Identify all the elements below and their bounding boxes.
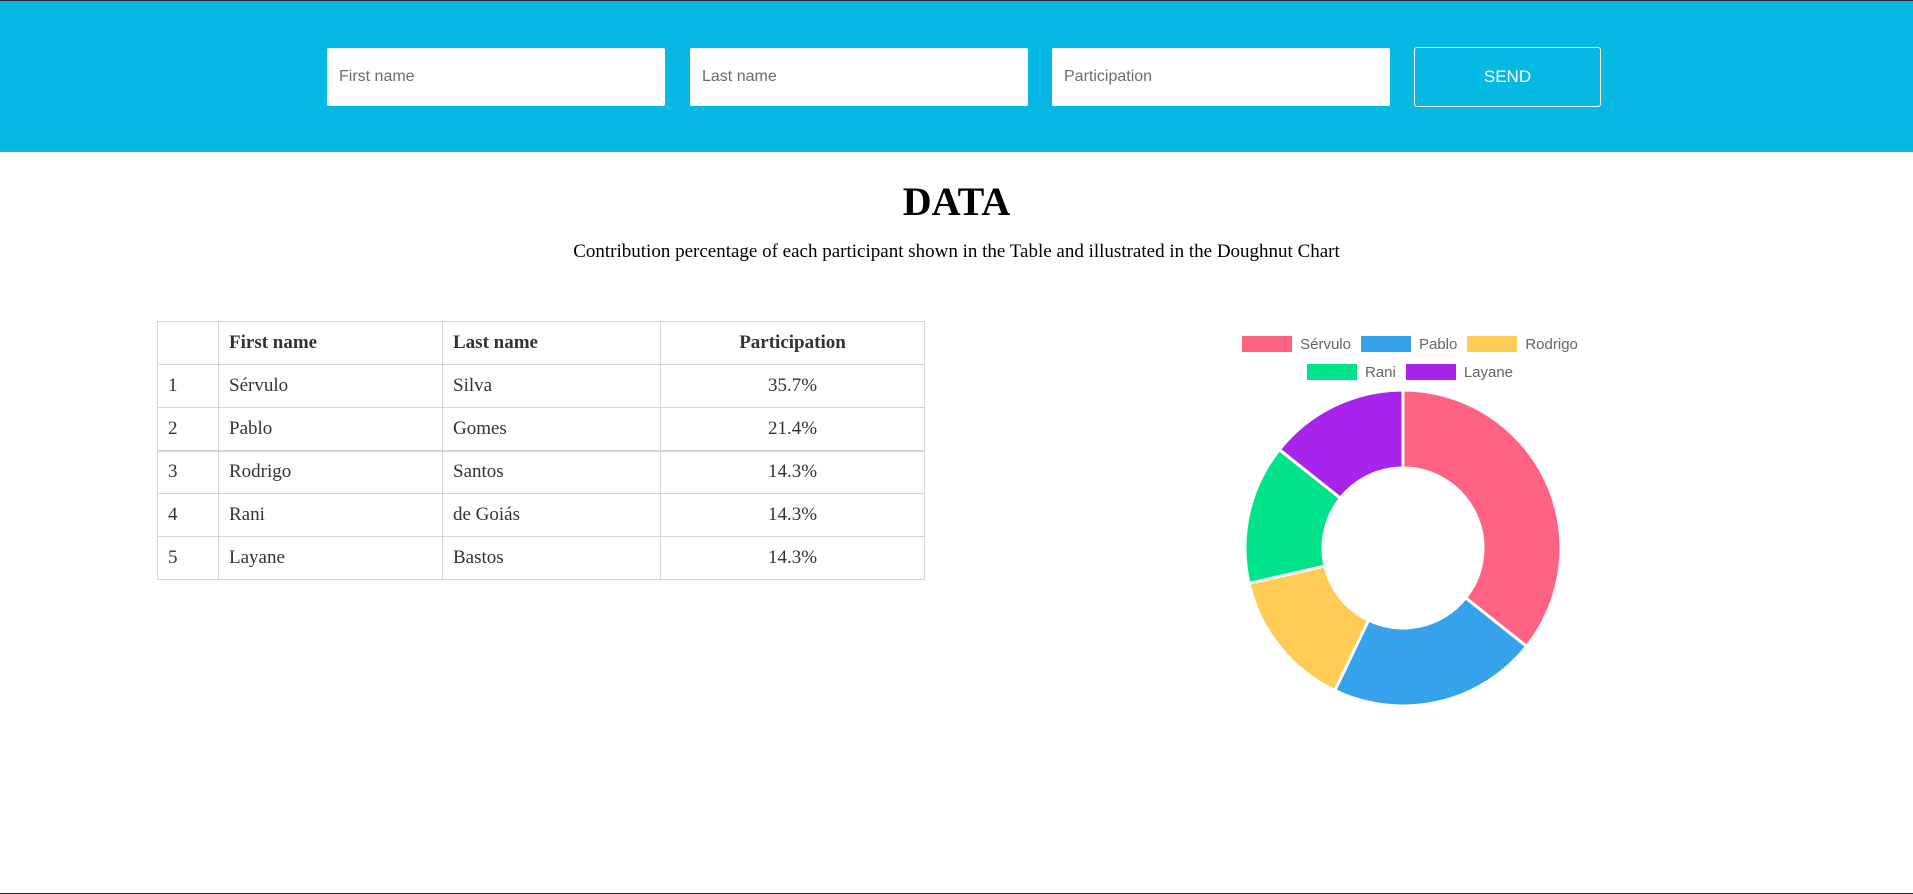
row-participation: 14.3% xyxy=(660,449,925,494)
page-border-top xyxy=(0,0,1913,1)
legend-label: Sérvulo xyxy=(1300,335,1351,353)
legend-swatch xyxy=(1306,364,1357,380)
row-index: 1 xyxy=(157,364,219,408)
participation-input[interactable] xyxy=(1052,48,1390,106)
legend-swatch xyxy=(1467,336,1518,352)
row-first-name: Rodrigo xyxy=(218,449,443,494)
table-header-row: First name Last name Participation xyxy=(157,321,925,365)
column-header-last-name: Last name xyxy=(442,321,661,365)
last-name-input[interactable] xyxy=(690,48,1028,106)
column-header-first-name: First name xyxy=(218,321,443,365)
doughnut-slice-layane[interactable] xyxy=(1277,388,1405,501)
column-header-participation: Participation xyxy=(660,321,925,365)
legend-label: Layane xyxy=(1463,363,1514,381)
table-row: 3 Rodrigo Santos 14.3% xyxy=(157,449,925,494)
page-title: DATA xyxy=(902,179,1011,224)
legend-item-layane[interactable]: Layane xyxy=(1405,363,1514,381)
legend-label: Rodrigo xyxy=(1525,335,1578,353)
row-first-name: Rani xyxy=(218,493,443,537)
table-row: 1 Sérvulo Silva 35.7% xyxy=(157,364,925,408)
row-last-name: Bastos xyxy=(442,536,661,580)
row-index: 3 xyxy=(157,449,219,494)
legend-item-servulo[interactable]: Sérvulo xyxy=(1242,336,1351,353)
doughnut-slice-servulo[interactable] xyxy=(1401,388,1563,649)
legend-item-rodrigo[interactable]: Rodrigo xyxy=(1467,336,1578,353)
legend-item-pablo[interactable]: Pablo xyxy=(1360,335,1458,353)
row-first-name: Sérvulo xyxy=(218,364,443,408)
first-name-input[interactable] xyxy=(327,48,665,106)
row-index: 4 xyxy=(157,493,219,537)
table-row: 4 Rani de Goiás 14.3% xyxy=(157,493,925,537)
row-participation: 14.3% xyxy=(660,493,925,537)
row-index: 5 xyxy=(157,536,219,580)
row-first-name: Layane xyxy=(218,536,443,580)
chart-legend: Sérvulo Pablo Rodrigo Rani Layane xyxy=(1200,330,1620,386)
legend-swatch xyxy=(1405,364,1456,380)
legend-label: Rani xyxy=(1364,363,1396,381)
row-last-name: Gomes xyxy=(442,407,661,451)
row-participation: 21.4% xyxy=(660,407,925,451)
row-first-name: Pablo xyxy=(218,407,443,451)
legend-swatch xyxy=(1360,336,1411,352)
table-row: 5 Layane Bastos 14.3% xyxy=(157,536,925,580)
table-row: 2 Pablo Gomes 21.4% xyxy=(157,407,925,451)
row-last-name: Santos xyxy=(442,449,661,494)
legend-swatch xyxy=(1242,336,1293,352)
row-last-name: de Goiás xyxy=(442,493,661,537)
column-header-index xyxy=(157,321,219,365)
row-participation: 35.7% xyxy=(660,364,925,408)
participants-table: First name Last name Participation 1 Sér… xyxy=(157,321,925,580)
page-subtitle: Contribution percentage of each particip… xyxy=(573,241,1340,262)
row-last-name: Silva xyxy=(442,364,661,408)
legend-item-rani[interactable]: Rani xyxy=(1306,363,1396,381)
input-bar: SEND xyxy=(0,1,1913,152)
send-button[interactable]: SEND xyxy=(1414,47,1601,107)
row-participation: 14.3% xyxy=(660,536,925,580)
legend-label: Pablo xyxy=(1418,335,1458,353)
doughnut-slice-pablo[interactable] xyxy=(1332,595,1529,708)
doughnut-chart xyxy=(1243,388,1563,708)
row-index: 2 xyxy=(157,407,219,451)
